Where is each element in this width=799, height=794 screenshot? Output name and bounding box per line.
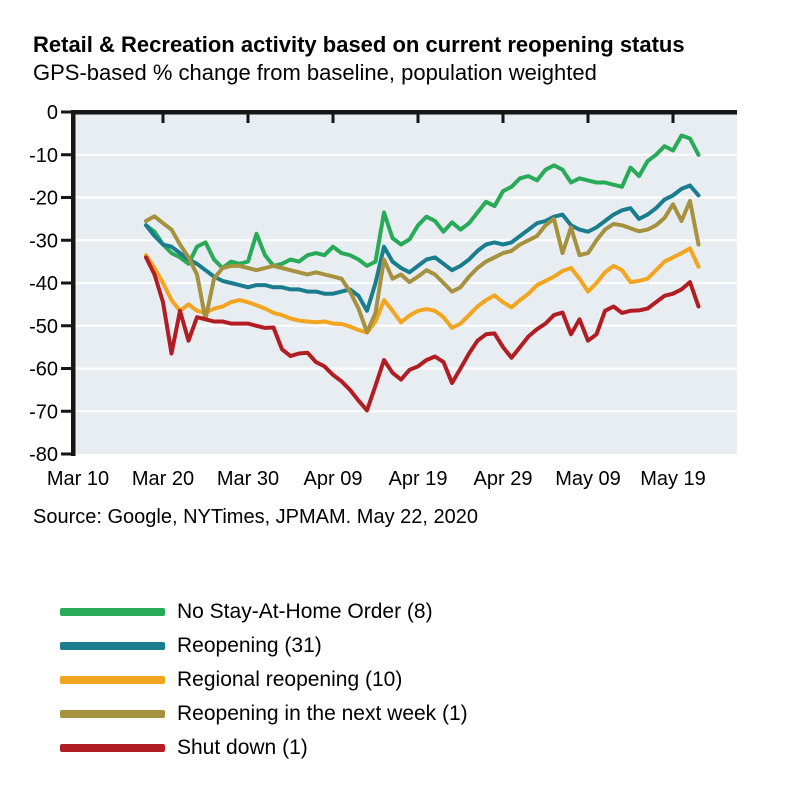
chart-subtitle: GPS-based % change from baseline, popula… xyxy=(33,60,597,85)
x-axis-line xyxy=(71,110,737,115)
y-axis-labels: 0 -10 -20 -30 -40 -50 -60 -70 -80 xyxy=(29,102,58,466)
legend-swatch xyxy=(60,676,165,684)
x-tick-label: Mar 30 xyxy=(217,468,279,490)
y-tick xyxy=(61,367,71,370)
legend-swatch xyxy=(60,744,165,752)
y-tick-label: -20 xyxy=(29,188,58,210)
y-tick-label: -10 xyxy=(29,145,58,167)
legend: No Stay-At-Home Order (8) Reopening (31) R… xyxy=(60,595,468,765)
x-tick xyxy=(501,114,505,123)
chart-title: Retail & Recreation activity based on cu… xyxy=(33,32,685,57)
y-tick-label: -30 xyxy=(29,230,58,252)
legend-label: Regional reopening (10) xyxy=(177,668,403,691)
legend-item-reopening-in-the-next-week-1: Reopening in the next week (1) xyxy=(60,697,468,731)
series-line-reopening-31 xyxy=(144,183,701,313)
y-axis-ticks xyxy=(61,110,71,456)
series-line-regional-reopening-10 xyxy=(144,246,701,335)
y-tick xyxy=(61,281,71,285)
source-note: Source: Google, NYTimes, JPMAM. May 22, … xyxy=(33,506,478,528)
x-tick xyxy=(671,114,675,123)
y-tick-label: -80 xyxy=(29,444,58,466)
legend-item-reopening-31: Reopening (31) xyxy=(60,629,468,663)
legend-item-no-stay-at-home-order-8: No Stay-At-Home Order (8) xyxy=(60,595,468,629)
y-tick xyxy=(61,452,71,456)
x-tick-label: Mar 20 xyxy=(132,468,194,490)
y-tick-label: -40 xyxy=(29,273,58,295)
axes xyxy=(71,110,737,456)
line-chart: 0-10-20-30-40-50-60-70-80 Mar 10 Mar 20 Ma… xyxy=(29,102,737,490)
legend-item-regional-reopening-10: Regional reopening (10) xyxy=(60,663,468,697)
legend-swatch xyxy=(60,710,165,718)
x-tick xyxy=(416,114,420,123)
legend-label: Reopening in the next week (1) xyxy=(177,702,468,725)
x-tick-label: Apr 09 xyxy=(304,468,363,490)
x-tick-label: May 09 xyxy=(555,468,621,490)
legend-label: No Stay-At-Home Order (8) xyxy=(177,600,433,623)
x-tick xyxy=(246,114,250,123)
y-tick xyxy=(61,238,71,242)
series-lines xyxy=(144,133,701,413)
x-tick xyxy=(586,114,590,123)
legend-item-shut-down-1: Shut down (1) xyxy=(60,731,468,765)
y-tick-label: 0 xyxy=(47,102,58,124)
y-tick-label: -50 xyxy=(29,316,58,338)
y-tick-label: -70 xyxy=(29,401,58,423)
x-tick xyxy=(161,114,165,123)
y-tick xyxy=(61,409,71,413)
legend-swatch xyxy=(60,608,165,616)
y-tick xyxy=(61,110,71,114)
y-tick xyxy=(61,153,71,157)
y-tick xyxy=(61,324,71,328)
series-line-shut-down-1 xyxy=(144,255,701,413)
y-axis-line xyxy=(71,110,76,456)
x-axis-labels: Mar 10 Mar 20 Mar 30 Apr 09 Apr 19 Apr 29 May … xyxy=(47,468,706,490)
x-tick xyxy=(331,114,335,123)
x-axis-ticks xyxy=(161,114,675,123)
x-tick-label: Apr 19 xyxy=(389,468,448,490)
x-tick-label: May 19 xyxy=(640,468,706,490)
x-tick-label: Mar 10 xyxy=(47,468,109,490)
legend-label: Reopening (31) xyxy=(177,634,322,657)
legend-label: Shut down (1) xyxy=(177,736,308,759)
series-line-reopening-in-the-next-week-1 xyxy=(144,198,701,335)
series-line-no-stay-at-home-order-8 xyxy=(144,133,701,270)
x-tick-label: Apr 29 xyxy=(474,468,533,490)
legend-swatch xyxy=(60,642,165,650)
y-tick-label: -60 xyxy=(29,359,58,381)
y-tick xyxy=(61,196,71,199)
